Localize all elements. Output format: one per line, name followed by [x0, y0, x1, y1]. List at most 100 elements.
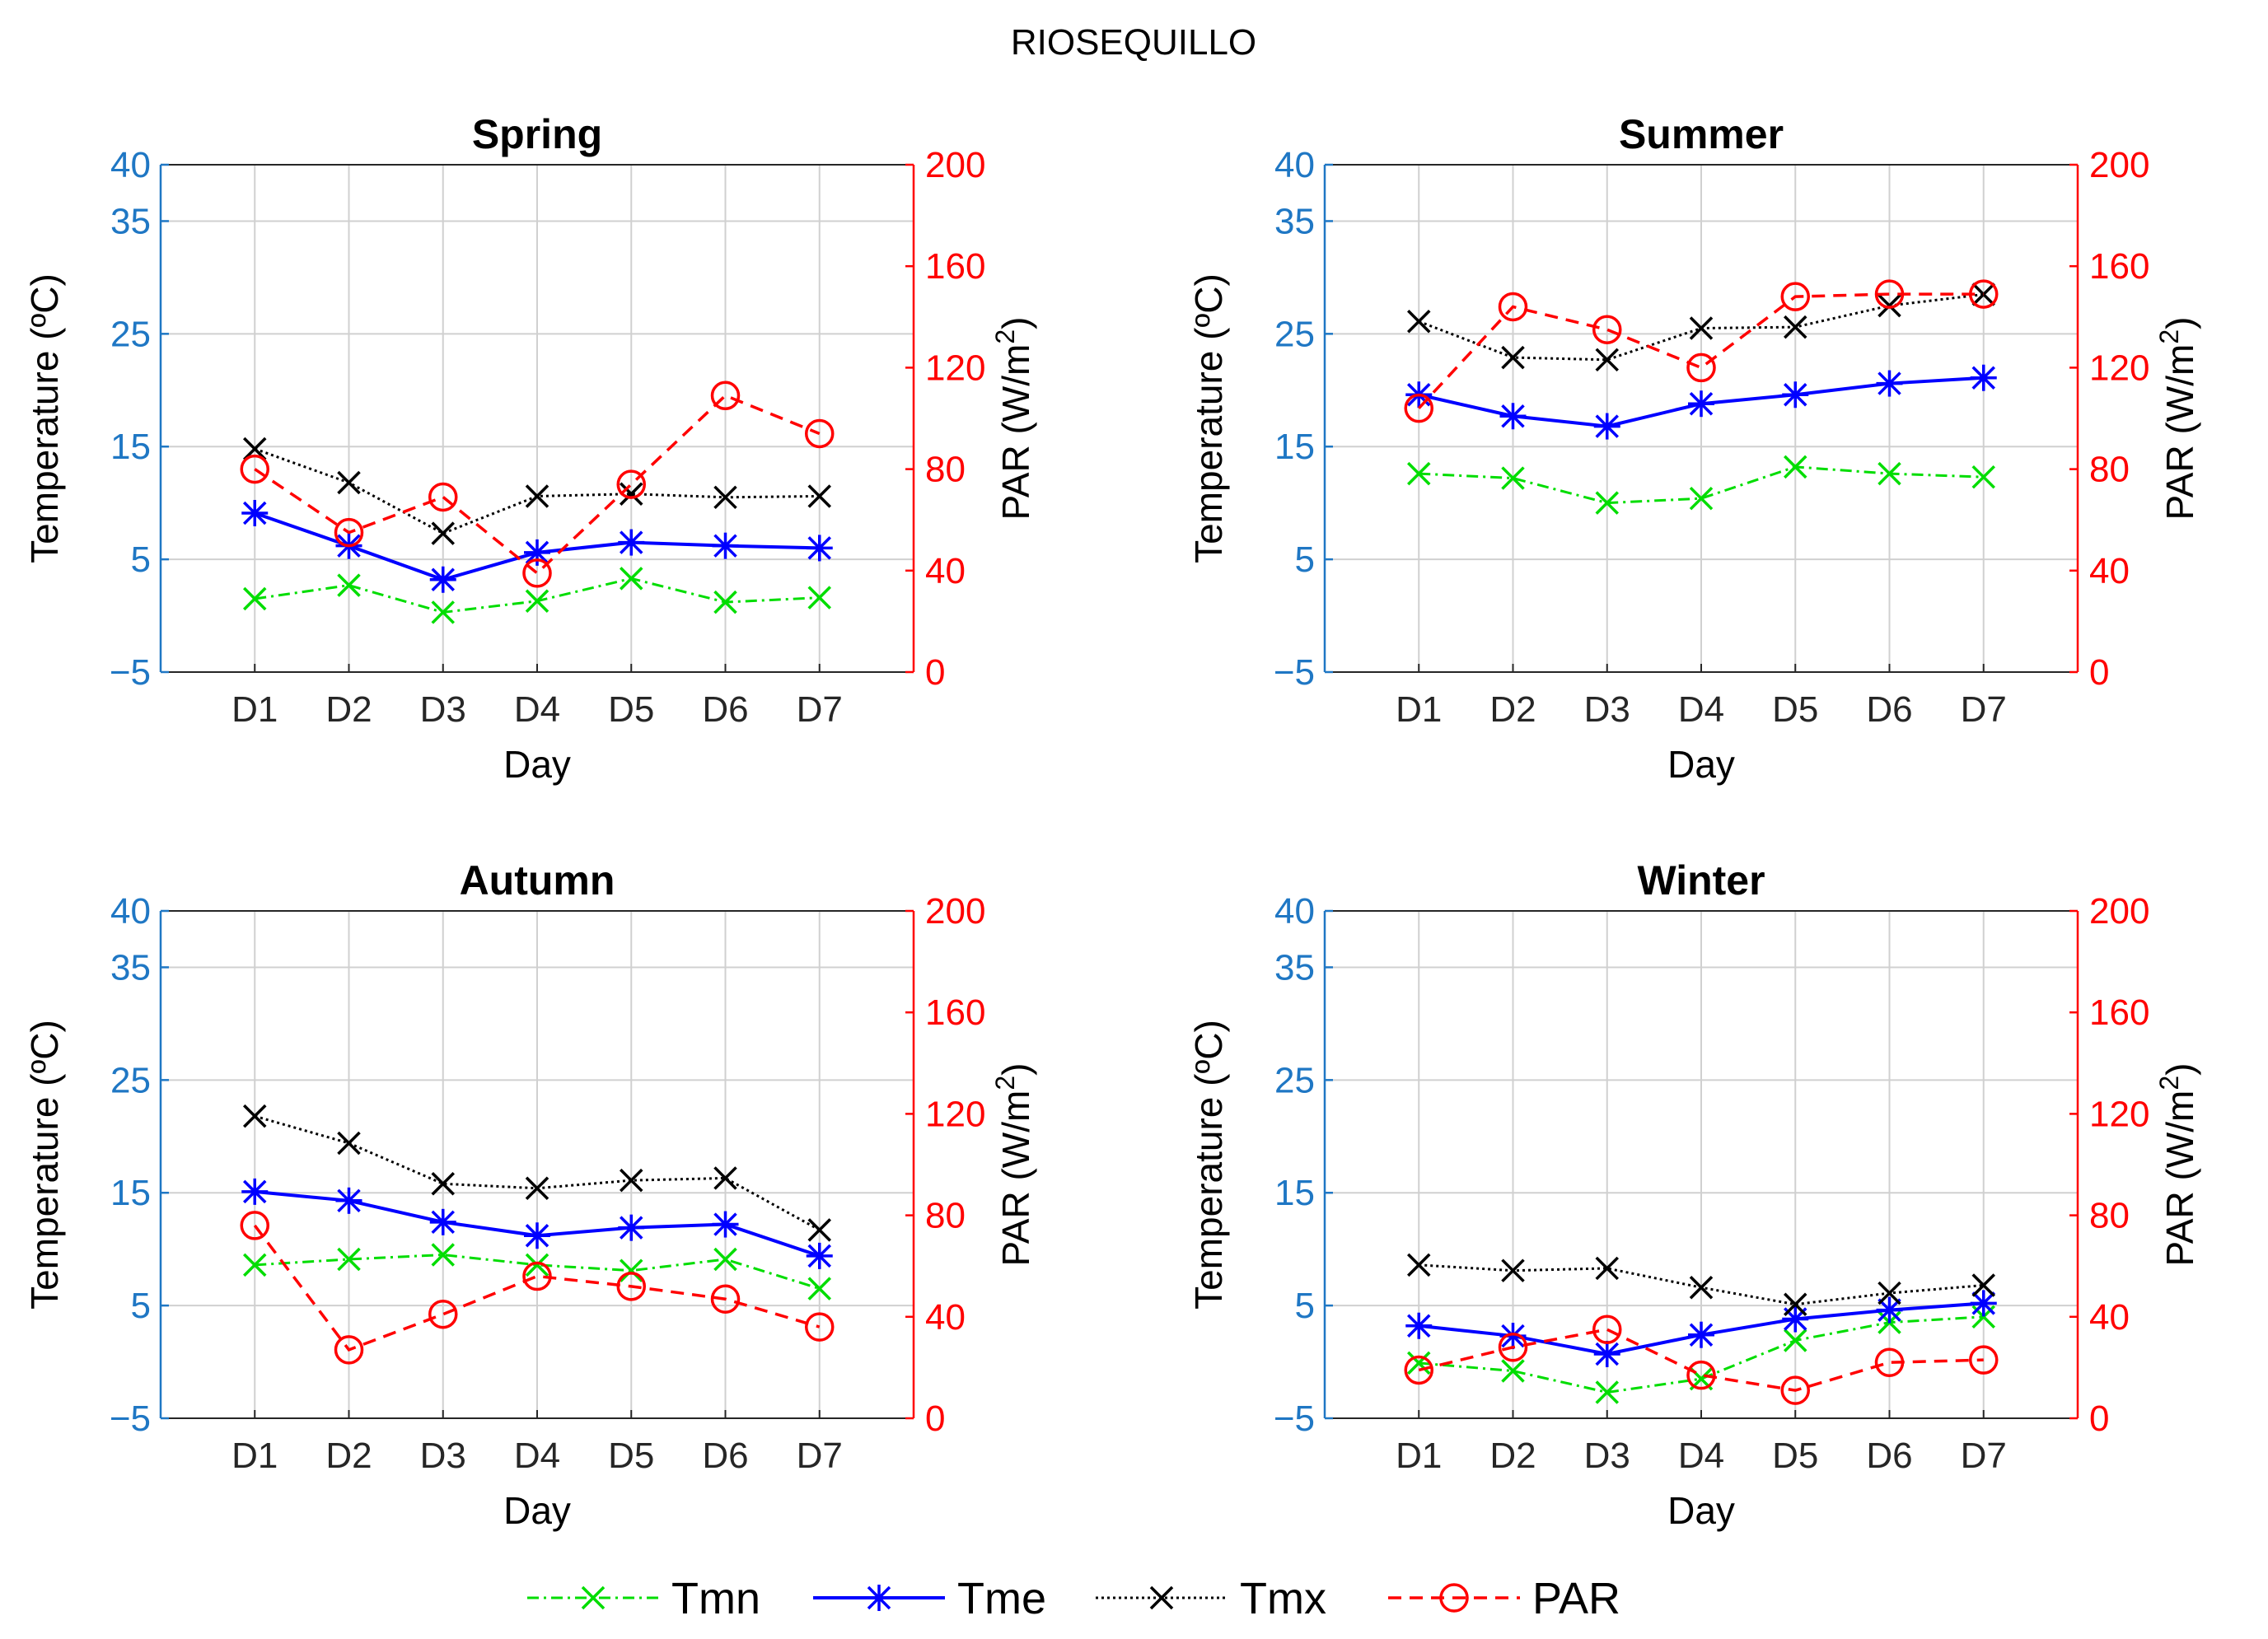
x-tick-label: D5	[1772, 1436, 1818, 1476]
x-tick-label: D6	[1866, 1436, 1912, 1476]
y2-tick-label: 200	[925, 891, 985, 932]
x-tick-label: D1	[1396, 689, 1442, 730]
point-par	[522, 1261, 552, 1291]
point-par	[1592, 315, 1622, 344]
y-tick-label: −5	[110, 1399, 151, 1439]
point-par	[616, 469, 646, 499]
point-par	[240, 454, 269, 484]
y-tick-label: 40	[110, 145, 151, 185]
point-tmx	[1595, 1256, 1619, 1281]
point-tmx	[1407, 1253, 1431, 1277]
y2-tick-label: 40	[2089, 551, 2130, 591]
panel-spring: 40 35 25 15 5 −5 200 160 120 80 40 0 D1 D2 D3 D4 D5 D6 D7 S…	[23, 111, 1037, 786]
x-tick-label: D1	[231, 1436, 278, 1476]
x-tick-label: D3	[420, 689, 466, 730]
point-tmn	[1595, 491, 1619, 515]
y-tick-label: −5	[1274, 652, 1315, 693]
series-tmx	[243, 437, 831, 545]
point-tmx	[525, 484, 549, 508]
point-tmx	[1501, 1258, 1525, 1282]
y-tick-label: −5	[1274, 1399, 1315, 1439]
x-tick-label: D5	[1772, 689, 1818, 730]
point-tme	[1688, 390, 1714, 418]
x-tick-label: D7	[1961, 689, 2007, 730]
y-tick-label: 40	[110, 891, 151, 932]
point-par	[710, 1284, 741, 1314]
point-tmx	[525, 1176, 549, 1200]
point-tmx	[1878, 293, 1901, 318]
point-tmx	[1784, 315, 1807, 339]
point-tmn	[525, 1253, 549, 1277]
y-axis-label: Temperature (ºC)	[23, 273, 66, 563]
y2-tick-label: 200	[2089, 891, 2149, 932]
y-tick-label: 5	[131, 1286, 151, 1326]
point-tme	[429, 566, 456, 593]
y-tick-label: 40	[1274, 145, 1315, 185]
y2-tick-label: 160	[2089, 246, 2149, 287]
point-tme	[1782, 1305, 1809, 1333]
point-tme	[1970, 1290, 1997, 1317]
point-tmx	[713, 1166, 737, 1190]
x-tick-label: D4	[514, 1436, 560, 1476]
x-axis-label: Day	[503, 1489, 571, 1532]
x-tick-label: D6	[702, 1436, 748, 1476]
y2-tick-label: 0	[2089, 1399, 2109, 1439]
y-axis-label: Temperature (ºC)	[1187, 1020, 1230, 1310]
x-axis-label: Day	[1667, 1489, 1735, 1532]
legend-marker-tmn	[581, 1585, 606, 1610]
y-tick-label: 25	[1274, 1060, 1315, 1100]
point-par	[1969, 279, 1999, 309]
y2-tick-label: 40	[925, 551, 966, 591]
legend-label-tme: Tme	[957, 1574, 1046, 1623]
series-par	[1404, 279, 1999, 423]
x-tick-label: D1	[231, 689, 278, 730]
x-tick-label: D1	[1396, 1436, 1442, 1476]
y-tick-label: 15	[1274, 427, 1315, 467]
point-par	[1686, 1360, 1716, 1390]
point-tmx	[807, 484, 831, 508]
point-tmx	[807, 1218, 831, 1242]
point-par	[334, 1335, 364, 1365]
series-line-par	[1417, 292, 1984, 409]
legend-label-tmn: Tmn	[671, 1574, 760, 1623]
point-tmn	[243, 1253, 267, 1277]
point-tme	[1593, 413, 1620, 440]
point-tmx	[620, 482, 643, 506]
series-tmx	[243, 1104, 831, 1242]
x-tick-label: D2	[325, 689, 372, 730]
point-tme	[806, 1242, 833, 1269]
point-par	[1498, 292, 1528, 322]
point-tme	[429, 1208, 456, 1235]
x-tick-label: D2	[1489, 1436, 1536, 1476]
series-tmn	[243, 567, 831, 624]
x-tick-label: D3	[420, 1436, 466, 1476]
y-tick-label: −5	[110, 652, 151, 693]
series-par	[240, 1211, 835, 1365]
point-tmn	[431, 1243, 455, 1267]
y-tick-label: 40	[1274, 891, 1315, 932]
series-tmn	[1407, 455, 1995, 515]
panel-autumn: 40 35 25 15 5 −5 200 160 120 80 40 0 D1 D2 D3 D4 D5 D6 D7 A…	[23, 857, 1037, 1532]
series-par	[1404, 1314, 1999, 1405]
point-par	[616, 1272, 646, 1301]
x-tick-label: D3	[1584, 689, 1630, 730]
y2-axis-label: PAR (W/m2)	[2154, 317, 2201, 521]
y-axis-label: Temperature (ºC)	[1187, 273, 1230, 563]
point-tmx	[1501, 345, 1525, 370]
y-tick-label: 35	[110, 947, 151, 988]
point-tme	[712, 1211, 739, 1238]
point-tmn	[1784, 455, 1807, 479]
figure-title: RIOSEQUILLO	[1011, 22, 1256, 63]
point-tmn	[807, 1277, 831, 1300]
y-tick-label: 25	[110, 314, 151, 354]
point-tmn	[1501, 466, 1525, 490]
point-tmn	[713, 1247, 737, 1272]
y-tick-label: 15	[110, 427, 151, 467]
y2-axis-label: PAR (W/m2)	[990, 317, 1037, 521]
point-tme	[1876, 370, 1903, 397]
legend-item-tmx: Tmx	[1096, 1574, 1326, 1623]
point-tmx	[1878, 1281, 1901, 1305]
point-tmn	[1878, 461, 1901, 486]
point-tmx	[1595, 348, 1619, 372]
